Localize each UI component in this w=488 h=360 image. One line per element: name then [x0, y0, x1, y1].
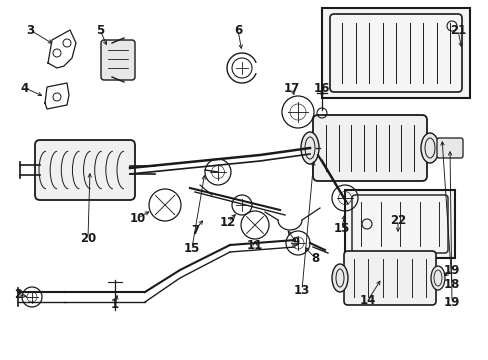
FancyBboxPatch shape	[35, 140, 135, 200]
Text: 22: 22	[389, 213, 406, 226]
Text: 15: 15	[183, 242, 200, 255]
Text: 2: 2	[14, 288, 22, 302]
Text: 11: 11	[246, 239, 263, 252]
Ellipse shape	[430, 266, 444, 290]
Text: 3: 3	[26, 23, 34, 36]
Text: 5: 5	[96, 23, 104, 36]
Text: 10: 10	[130, 212, 146, 225]
Text: 20: 20	[80, 231, 96, 244]
FancyBboxPatch shape	[312, 115, 426, 181]
Text: 19: 19	[443, 296, 459, 309]
Text: 13: 13	[293, 284, 309, 297]
FancyBboxPatch shape	[343, 251, 435, 305]
Ellipse shape	[331, 264, 347, 292]
Text: 19: 19	[443, 264, 459, 276]
Bar	[321, 8, 469, 98]
Text: 21: 21	[449, 23, 465, 36]
Text: 17: 17	[284, 81, 300, 95]
FancyBboxPatch shape	[436, 138, 462, 158]
Ellipse shape	[420, 133, 438, 163]
Bar	[345, 190, 454, 258]
Text: 12: 12	[220, 216, 236, 229]
Text: 7: 7	[190, 224, 199, 237]
Text: 16: 16	[313, 81, 329, 95]
Text: 15: 15	[333, 221, 349, 234]
Text: 1: 1	[111, 298, 119, 311]
Text: 18: 18	[443, 279, 459, 292]
Text: 9: 9	[291, 235, 300, 248]
Text: 6: 6	[233, 23, 242, 36]
Ellipse shape	[301, 132, 318, 164]
Text: 8: 8	[310, 252, 319, 265]
Text: 14: 14	[359, 293, 375, 306]
Text: 4: 4	[21, 81, 29, 95]
FancyBboxPatch shape	[101, 40, 135, 80]
